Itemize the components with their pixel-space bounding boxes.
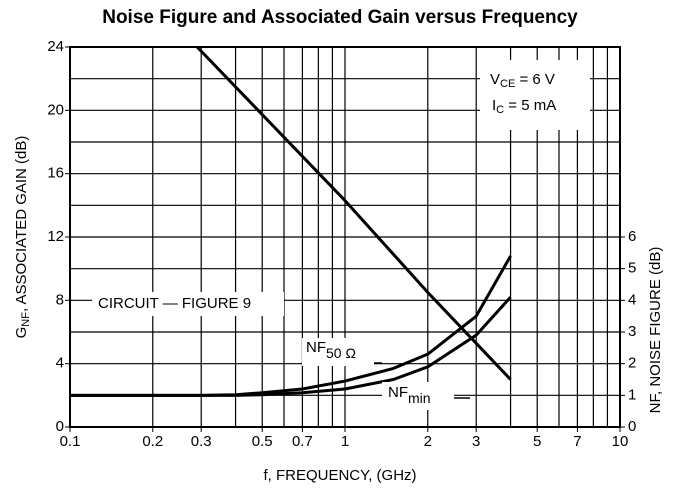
marks [70, 45, 512, 397]
annotation-bg [382, 382, 454, 410]
annotation: CIRCUIT — FIGURE 9 [98, 295, 251, 312]
x-tick-label: 0.3 [191, 433, 212, 450]
x-tick-label: 0.5 [252, 433, 273, 450]
y-axis-label: GNF, ASSOCIATED GAIN (dB) [13, 136, 32, 339]
y2-tick-label: 0 [628, 418, 636, 435]
annotation: NFmin [388, 384, 431, 406]
y-tick-label: 8 [56, 291, 64, 308]
x-tick-label: 1 [341, 433, 349, 450]
y-tick-label: 12 [47, 228, 64, 245]
x-tick-label: 3 [472, 433, 480, 450]
series-line [70, 296, 512, 397]
plot-frame [69, 46, 621, 428]
annotation: NF50 Ω [306, 339, 356, 361]
series-line [196, 45, 512, 381]
x-tick-label: 0.1 [60, 433, 81, 450]
annotation: IC = 5 mA [492, 97, 556, 116]
annotation-bg [480, 60, 590, 130]
y2-tick-label: 1 [628, 386, 636, 403]
annotation-bg [92, 292, 284, 316]
x-axis-label: f, FREQUENCY, (GHz) [263, 467, 416, 484]
y2-tick-label: 3 [628, 323, 636, 340]
y-tick-label: 20 [47, 101, 64, 118]
x-tick-label: 0.2 [142, 433, 163, 450]
x-tick-label: 2 [424, 433, 432, 450]
y-tick-label: 0 [56, 418, 64, 435]
y-tick-label: 4 [56, 355, 64, 372]
y2-tick-label: 4 [628, 291, 636, 308]
series-line [70, 255, 512, 397]
annotation: VCE = 6 V [490, 71, 555, 90]
x-tick-label: 0.7 [292, 433, 313, 450]
y-tick-label: 16 [47, 165, 64, 182]
x-tick-label: 7 [573, 433, 581, 450]
x-tick-label: 10 [612, 433, 629, 450]
y2-tick-label: 5 [628, 260, 636, 277]
annotation-bg [302, 338, 374, 366]
y2-tick-label: 2 [628, 355, 636, 372]
y2-tick-label: 6 [628, 228, 636, 245]
x-tick-label: 5 [533, 433, 541, 450]
y2-axis-label: NF, NOISE FIGURE (dB) [647, 247, 664, 414]
y-tick-label: 24 [47, 38, 64, 55]
chart-title: Noise Figure and Associated Gain versus … [102, 7, 578, 28]
